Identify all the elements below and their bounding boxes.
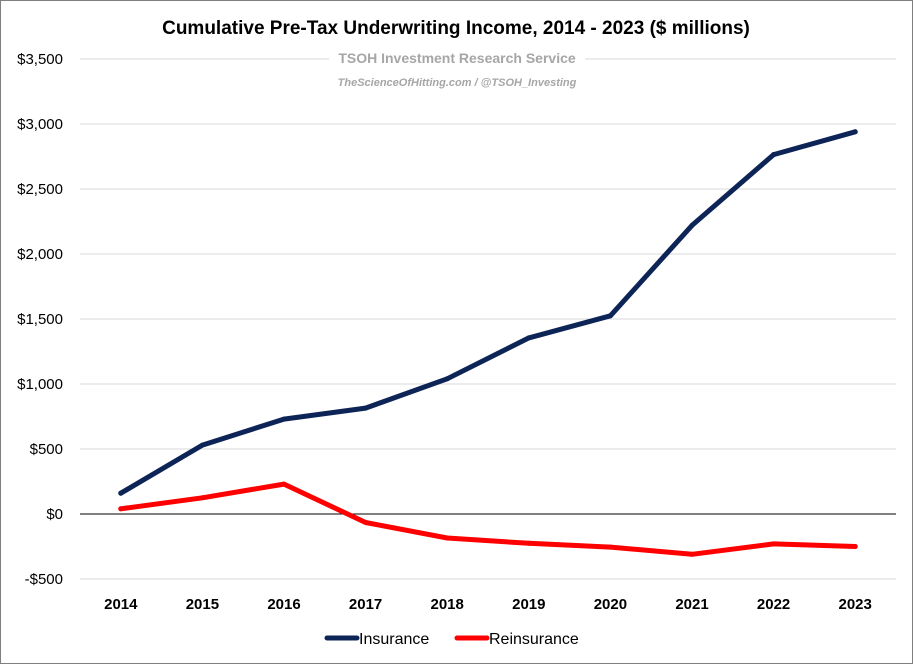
series-line-insurance [118,129,858,496]
data-point-insurance [689,222,695,228]
y-axis-ticks: $3,500 $3,000 $2,500 $2,000 $1,500 $1,000 $500… [17,51,63,588]
data-point-reinsurance [607,544,613,550]
legend-label: Insurance [359,631,429,648]
data-point-reinsurance [689,551,695,557]
y-tick-label: $3,500 [17,51,63,68]
x-tick-label: 2021 [675,596,708,613]
data-point-insurance [444,376,450,382]
x-axis-ticks: 2014 2015 2016 2017 2018 2019 2020 2021 2022 2023 [104,596,872,613]
x-tick-label: 2023 [839,596,872,613]
data-point-insurance [363,405,369,411]
y-tick-label: $1,500 [17,311,63,328]
x-tick-label: 2020 [594,596,627,613]
series-line-reinsurance [118,481,858,557]
data-point-insurance [118,490,124,496]
watermark-line-2: TheScienceOfHitting.com / @TSOH_Investin… [338,77,577,89]
data-point-reinsurance [118,506,124,512]
data-point-insurance [771,152,777,158]
x-tick-label: 2018 [431,596,464,613]
data-point-reinsurance [771,541,777,547]
y-tick-label: $0 [46,506,63,523]
x-tick-label: 2014 [104,596,138,613]
gridlines [80,58,896,580]
watermark-line-1: TSOH Investment Research Service [338,50,576,66]
y-tick-label: $2,500 [17,181,63,198]
data-point-insurance [281,416,287,422]
y-tick-label: $2,000 [17,246,63,263]
x-tick-label: 2015 [186,596,219,613]
x-tick-label: 2016 [267,596,300,613]
data-point-reinsurance [526,540,532,546]
data-point-insurance [607,313,613,319]
series-lines [118,129,858,557]
y-tick-label: $500 [30,441,63,458]
data-point-reinsurance [363,519,369,525]
legend-label: Reinsurance [489,631,579,648]
data-point-insurance [852,129,858,135]
data-point-reinsurance [199,495,205,501]
data-point-reinsurance [444,535,450,541]
y-tick-label: $3,000 [17,116,63,133]
x-tick-label: 2022 [757,596,790,613]
chart-title: Cumulative Pre-Tax Underwriting Income, … [162,18,750,39]
data-point-insurance [526,335,532,341]
y-tick-label: -$500 [25,571,63,588]
data-point-reinsurance [281,481,287,487]
x-tick-label: 2017 [349,596,382,613]
data-point-insurance [199,442,205,448]
legend: Insurance Reinsurance [324,631,579,648]
data-point-reinsurance [852,544,858,549]
x-tick-label: 2019 [512,596,545,613]
y-tick-label: $1,000 [17,376,63,393]
watermark-background [329,47,585,69]
